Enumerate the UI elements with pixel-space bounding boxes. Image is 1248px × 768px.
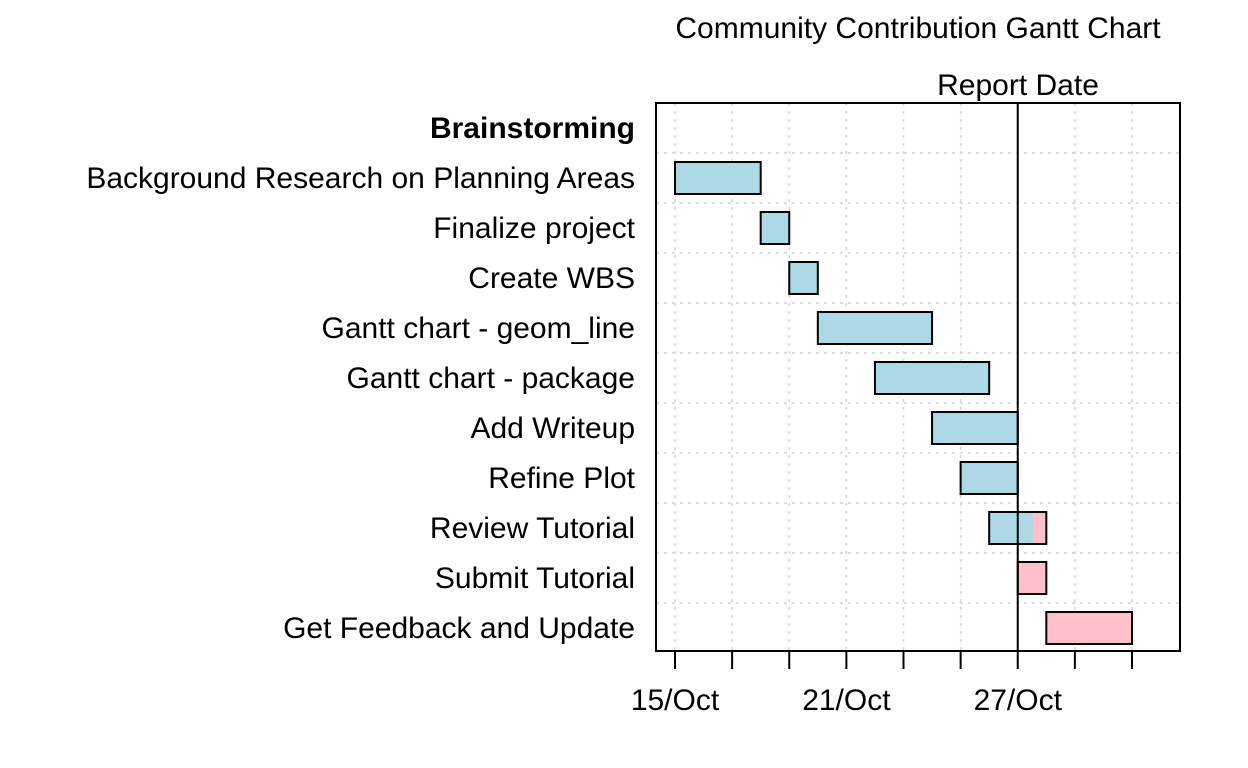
task-label: Review Tutorial (430, 512, 635, 545)
task-bar-remaining (1046, 612, 1132, 644)
plot-frame (655, 102, 1181, 652)
task-label: Submit Tutorial (435, 562, 635, 595)
task-bar-outline (674, 161, 762, 195)
task-bar-completed (789, 262, 818, 294)
bar-layer (674, 161, 1133, 645)
task-bar-outline (816, 311, 934, 345)
x-axis: 15/Oct 21/Oct 27/Oct (631, 651, 1133, 717)
task-bar-completed (874, 362, 990, 394)
task-bar-completed (760, 212, 790, 244)
x-tick-label: 27/Oct (974, 684, 1063, 717)
report-date-label: Report Date (937, 69, 1099, 102)
chart-title: Community Contribution Gantt Chart (675, 12, 1161, 45)
task-label: Background Research on Planning Areas (86, 162, 635, 195)
task-bar-completed (960, 462, 1018, 494)
task-bar-remaining (1033, 512, 1047, 544)
task-bar-completed (817, 312, 933, 344)
task-bar-completed (675, 162, 761, 194)
group-header-label: Brainstorming (430, 112, 635, 145)
task-label: Add Writeup (470, 412, 635, 445)
task-bar-outline (1045, 611, 1133, 645)
task-bar-completed (932, 412, 1018, 444)
task-bar-completed (989, 512, 1033, 544)
task-label: Create WBS (468, 262, 635, 295)
task-label: Finalize project (433, 212, 635, 245)
task-label: Gantt chart - package (347, 362, 636, 395)
x-tick-label: 15/Oct (631, 684, 720, 717)
task-label: Gantt chart - geom_line (322, 312, 636, 345)
task-bar-remaining (1017, 562, 1047, 594)
task-label-layer: Brainstorming Background Research on Plan… (86, 112, 635, 645)
task-label: Get Feedback and Update (283, 612, 635, 645)
x-tick-label: 21/Oct (802, 684, 891, 717)
task-bar-outline (873, 361, 991, 395)
task-bar-outline (788, 261, 819, 295)
task-label: Refine Plot (488, 462, 635, 495)
task-bar-outline (759, 211, 791, 245)
